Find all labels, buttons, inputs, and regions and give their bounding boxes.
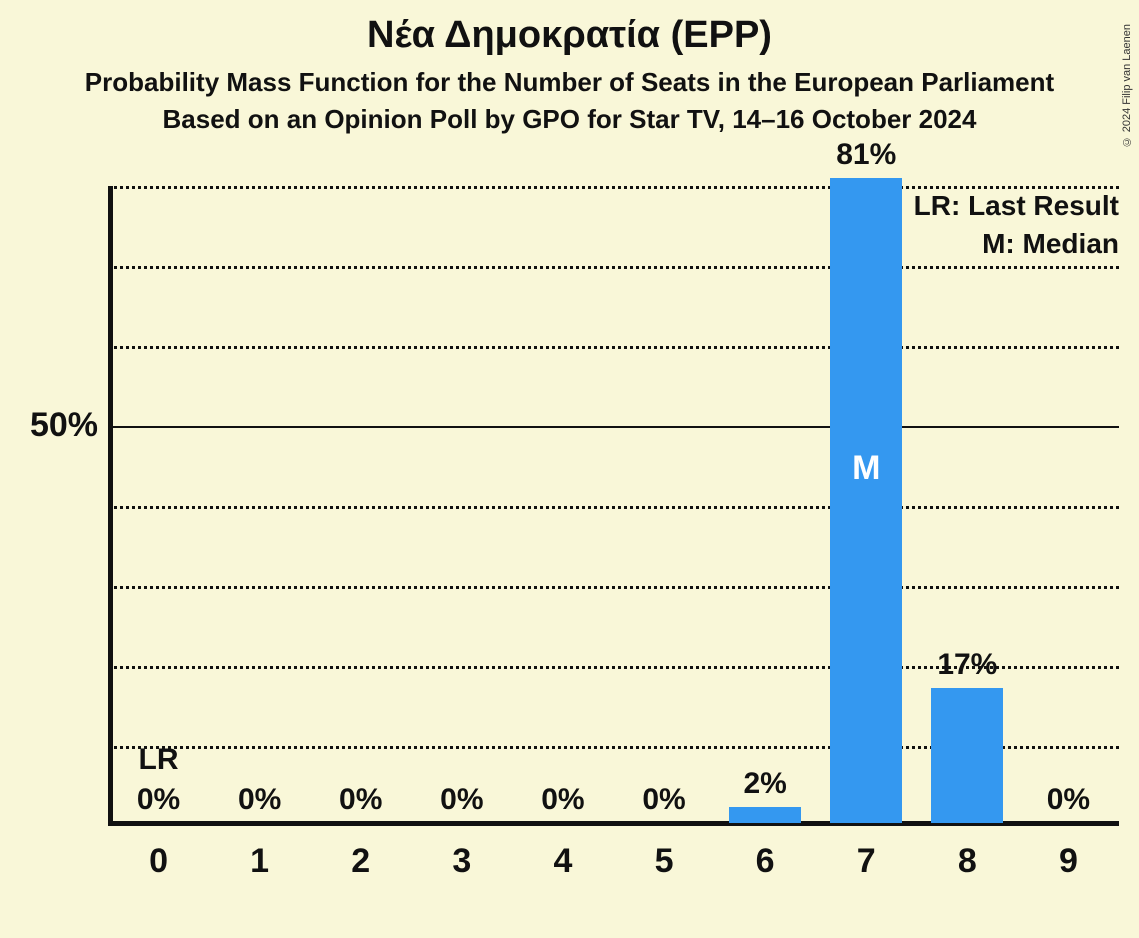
bar — [729, 807, 801, 823]
chart-subtitle-1: Probability Mass Function for the Number… — [0, 67, 1139, 98]
y-axis-tick-label: 50% — [18, 406, 98, 445]
bar-slot: 81%M — [816, 186, 917, 823]
x-axis-tick-label: 1 — [209, 842, 310, 881]
bar-value-label: 2% — [715, 767, 816, 801]
bar-slot: 0% — [411, 186, 512, 823]
x-axis-tick-label: 2 — [310, 842, 411, 881]
legend-median: M: Median — [982, 228, 1119, 260]
bar-slot: 0% — [614, 186, 715, 823]
x-axis-tick-label: 6 — [715, 842, 816, 881]
bar — [830, 178, 902, 823]
pmf-bar-chart: 50%0%LR0%0%0%0%0%2%81%M17%0%0123456789 — [108, 186, 1119, 826]
bar-slot: 17% — [917, 186, 1018, 823]
bar-slot: 0% — [310, 186, 411, 823]
bar — [931, 688, 1003, 823]
chart-title: Νέα Δημοκρατία (EPP) — [0, 14, 1139, 57]
chart-subtitle-2: Based on an Opinion Poll by GPO for Star… — [0, 104, 1139, 135]
bar-value-label: 0% — [108, 783, 209, 817]
bar-value-label: 0% — [614, 783, 715, 817]
bar-value-label: 81% — [816, 138, 917, 172]
x-axis-tick-label: 4 — [512, 842, 613, 881]
bar-value-label: 0% — [411, 783, 512, 817]
x-axis-tick-label: 5 — [614, 842, 715, 881]
copyright-text: © 2024 Filip van Laenen — [1121, 24, 1133, 147]
bar-slot: 0% — [512, 186, 613, 823]
x-axis-tick-label: 7 — [816, 842, 917, 881]
last-result-mark: LR — [108, 743, 209, 777]
x-axis-tick-label: 9 — [1018, 842, 1119, 881]
x-axis-tick-label: 0 — [108, 842, 209, 881]
bar-slot: 0% — [1018, 186, 1119, 823]
bar-value-label: 0% — [209, 783, 310, 817]
bar-value-label: 0% — [512, 783, 613, 817]
bar-slot: 0% — [209, 186, 310, 823]
bar-value-label: 0% — [1018, 783, 1119, 817]
bar-slot: 2% — [715, 186, 816, 823]
bar-slot: 0% LR — [108, 186, 209, 823]
x-axis-tick-label: 8 — [917, 842, 1018, 881]
x-axis-tick-label: 3 — [411, 842, 512, 881]
bar-value-label: 0% — [310, 783, 411, 817]
median-mark: M — [830, 449, 902, 488]
legend-last-result: LR: Last Result — [914, 190, 1119, 222]
bar-value-label: 17% — [917, 648, 1018, 682]
